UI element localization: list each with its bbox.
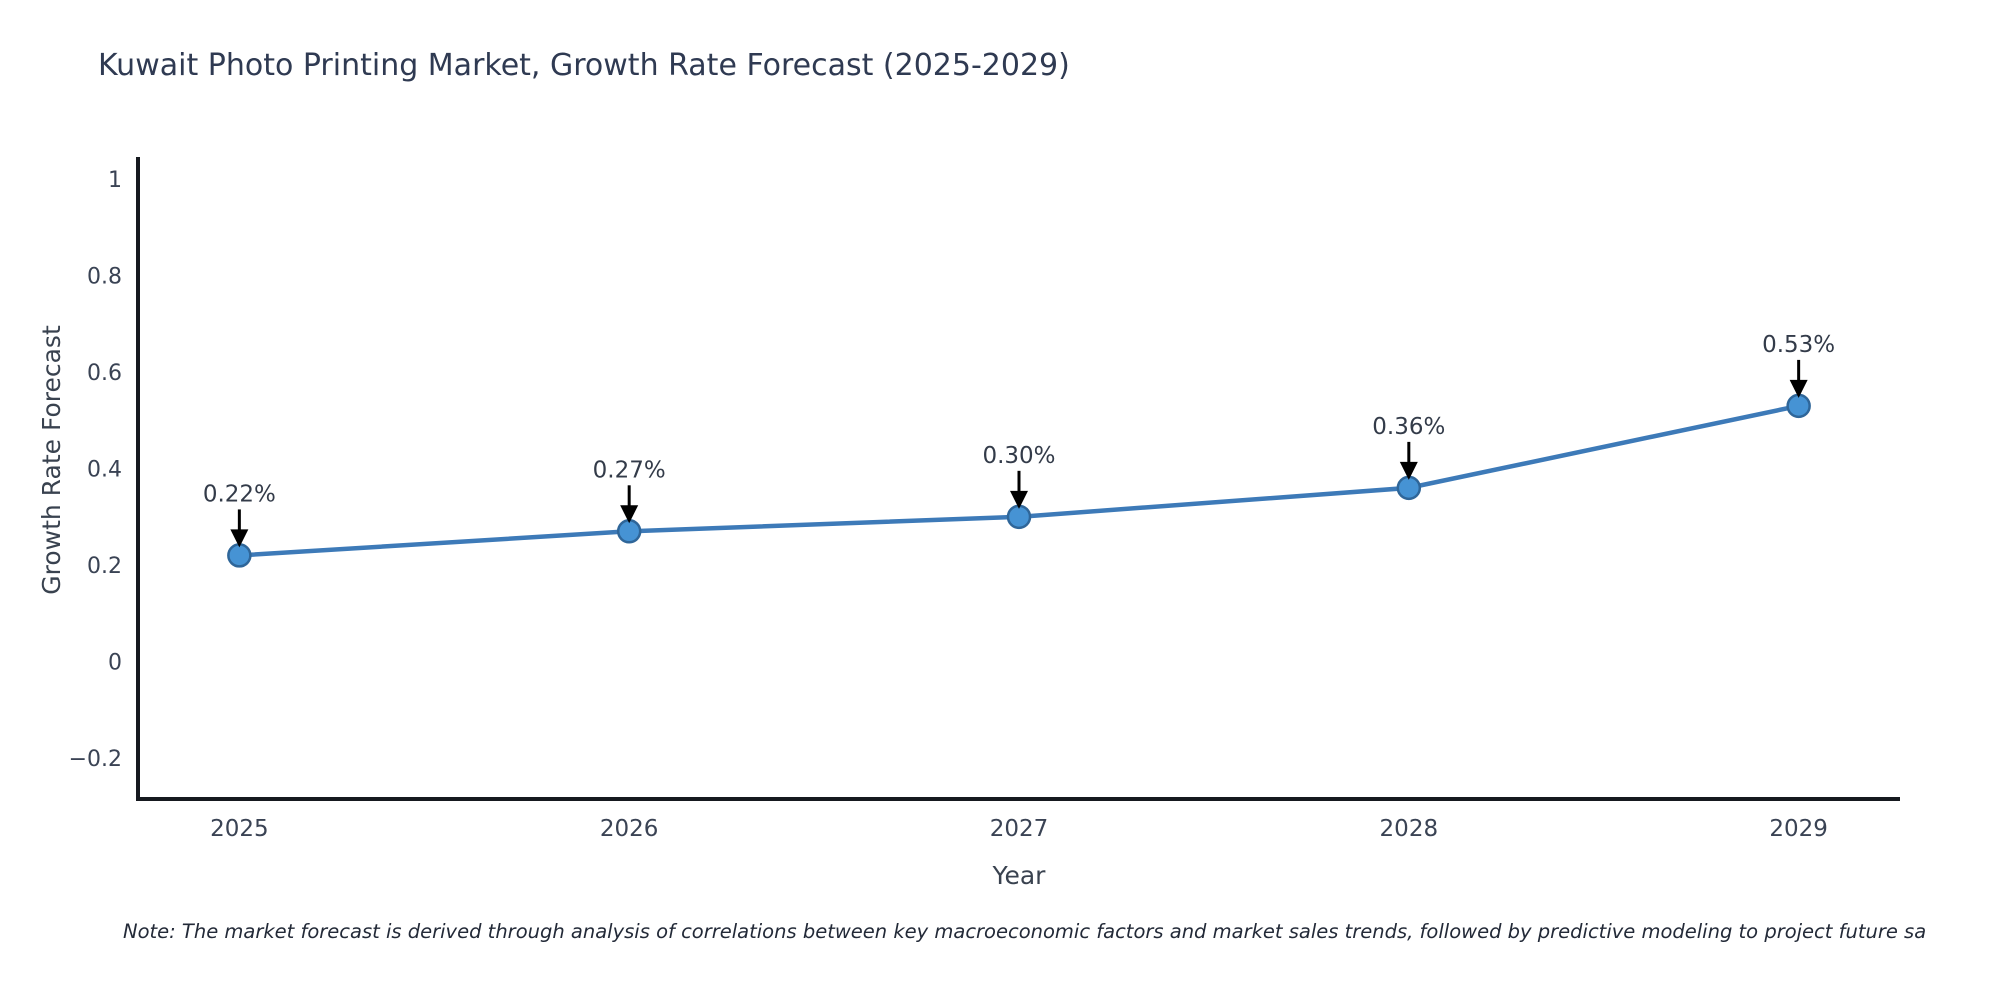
annotation-arrowhead-icon bbox=[1399, 461, 1418, 480]
y-tick-label: 0.8 bbox=[87, 265, 122, 290]
annotation-arrowhead-icon bbox=[230, 529, 249, 548]
data-point-marker bbox=[227, 543, 252, 568]
data-point-marker bbox=[1396, 475, 1422, 501]
x-tick-label: 2026 bbox=[600, 816, 659, 842]
data-point-marker bbox=[616, 519, 642, 544]
data-point-label: 0.36% bbox=[1372, 414, 1445, 440]
annotation-arrowhead-icon bbox=[1010, 490, 1028, 509]
data-point-label: 0.53% bbox=[1762, 332, 1835, 358]
x-tick-label: 2028 bbox=[1380, 816, 1439, 842]
y-tick-label: −0.2 bbox=[69, 747, 122, 772]
annotation-arrowhead-icon bbox=[1789, 379, 1808, 398]
y-tick-label: 0.6 bbox=[87, 361, 122, 386]
data-point-marker bbox=[1786, 393, 1811, 419]
y-axis-title: Growth Rate Forecast bbox=[37, 325, 66, 595]
annotation-arrowhead-icon bbox=[620, 505, 639, 524]
data-point-label: 0.27% bbox=[593, 457, 666, 483]
y-tick-label: 0.2 bbox=[87, 554, 122, 579]
x-tick-label: 2029 bbox=[1769, 816, 1828, 842]
x-axis-title: Year bbox=[992, 861, 1047, 890]
x-tick-label: 2025 bbox=[210, 816, 269, 842]
data-point-label: 0.30% bbox=[982, 443, 1055, 469]
data-point-label: 0.22% bbox=[203, 481, 276, 507]
chart-title: Kuwait Photo Printing Market, Growth Rat… bbox=[98, 48, 1070, 83]
y-tick-label: 0.4 bbox=[87, 458, 122, 483]
data-point-marker bbox=[1006, 504, 1032, 530]
y-tick-label: 1 bbox=[108, 168, 122, 193]
x-tick-label: 2027 bbox=[990, 816, 1049, 842]
footnote: Note: The market forecast is derived thr… bbox=[123, 920, 1927, 943]
y-tick-label: 0 bbox=[108, 651, 122, 676]
